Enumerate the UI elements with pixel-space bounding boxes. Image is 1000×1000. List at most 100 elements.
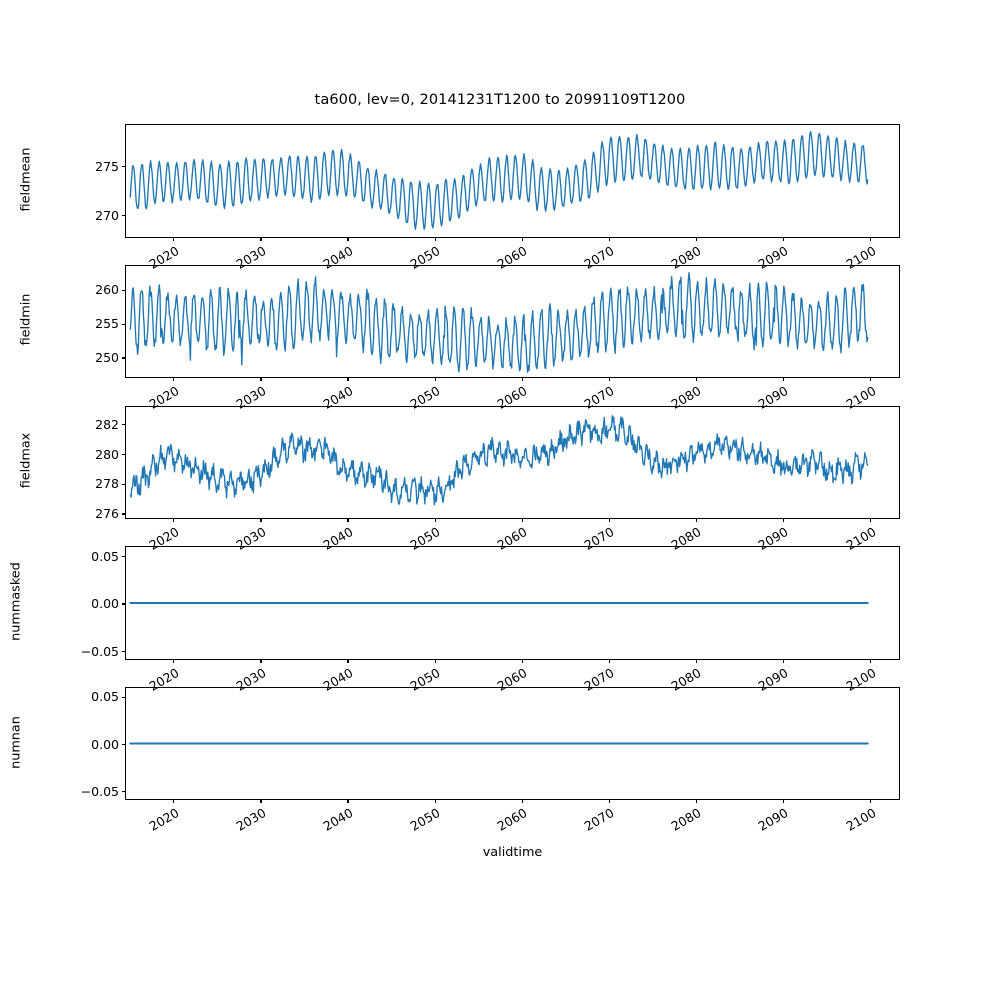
x-tick-mark (869, 659, 872, 663)
ylabel-fieldmean: fieldmean (18, 147, 34, 212)
x-tick-label: 2060 (494, 805, 530, 834)
x-tick-mark (260, 659, 262, 663)
y-tick-label: 250 (95, 350, 119, 366)
x-tick-mark (608, 377, 610, 381)
x-tick-mark (260, 518, 262, 522)
y-tick-mark (122, 483, 126, 485)
x-tick-mark (869, 377, 872, 381)
x-tick-mark (521, 237, 523, 241)
numnan-line-plot (126, 688, 899, 799)
x-tick-mark (608, 799, 610, 803)
y-tick-label: 0.05 (91, 689, 119, 705)
x-tick-mark (521, 799, 523, 803)
x-tick-label: 2070 (581, 805, 617, 834)
fieldmax-line-plot (126, 407, 899, 518)
y-tick-mark (122, 323, 126, 325)
x-tick-mark (695, 377, 697, 381)
x-tick-mark (782, 518, 785, 522)
nummasked-line-plot (126, 547, 899, 659)
fieldmean-line-plot (126, 125, 899, 237)
fieldmin-line-plot (126, 266, 899, 377)
x-tick-mark (521, 518, 523, 522)
x-tick-mark (347, 377, 349, 381)
subplot-fieldmax: 276 278 280 282 2020 2030 2040 2050 2060 2070 2080… (95, 406, 900, 553)
y-tick-label: 0.05 (91, 548, 119, 564)
x-tick-mark (173, 799, 175, 803)
y-tick-mark (122, 603, 126, 605)
x-tick-mark (782, 659, 785, 663)
y-tick-mark (122, 513, 126, 515)
y-tick-mark (122, 790, 126, 793)
x-tick-mark (608, 659, 610, 663)
ylabel-nummasked: nummasked (8, 562, 24, 641)
x-tick-mark (869, 237, 872, 241)
x-tick-mark (695, 659, 697, 663)
x-tick-mark (173, 237, 175, 241)
x-tick-mark (695, 237, 697, 241)
y-tick-mark (122, 650, 126, 653)
x-tick-mark (869, 799, 872, 803)
y-tick-label: 282 (95, 416, 119, 432)
x-tick-mark (521, 377, 523, 381)
series-fieldmean (130, 132, 867, 230)
x-tick-mark (260, 237, 262, 241)
x-tick-mark (173, 377, 175, 381)
y-tick-mark (122, 453, 126, 456)
ylabel-fieldmin: fieldmin (18, 293, 34, 346)
x-tick-label: 2020 (146, 805, 182, 834)
x-tick-label: 2080 (668, 805, 704, 834)
x-tick-mark (782, 799, 785, 803)
x-tick-mark (347, 659, 349, 663)
x-tick-mark (260, 799, 262, 803)
x-tick-mark (521, 659, 523, 663)
ylabel-fieldmax: fieldmax (18, 432, 34, 489)
x-tick-mark (347, 518, 349, 522)
y-tick-label: 0.00 (91, 736, 119, 752)
subplot-nummasked: −0.05 0.00 0.05 2020 2030 2040 2050 2060 2070 208… (81, 546, 900, 694)
x-tick-label: 2090 (755, 805, 791, 834)
figure-title: ta600, lev=0, 20141231T1200 to 20991109T… (314, 92, 686, 108)
subplot-numnan: −0.05 0.00 0.05 2020 2030 2040 2050 2060 2070 208… (81, 687, 900, 834)
x-tick-mark (173, 518, 175, 522)
x-tick-mark (695, 799, 697, 803)
ylabel-numnan: numnan (8, 716, 24, 769)
x-tick-mark (608, 237, 610, 241)
xlabel-validtime: validtime (482, 845, 543, 860)
y-tick-label: 280 (95, 446, 119, 462)
x-tick-mark (347, 237, 349, 241)
y-tick-label: 260 (95, 282, 119, 298)
series-fieldmax (130, 416, 867, 505)
y-tick-label: −0.05 (80, 783, 119, 799)
x-tick-mark (434, 659, 436, 663)
x-tick-mark (869, 518, 872, 522)
subplot-fieldmin: 250 255 260 2020 2030 2040 2050 2060 2070 2080 209… (95, 265, 900, 412)
x-tick-mark (347, 799, 349, 803)
x-tick-mark (434, 237, 436, 241)
y-tick-mark (122, 357, 126, 359)
x-tick-label: 2050 (407, 805, 443, 834)
y-tick-label: 255 (95, 316, 119, 332)
series-fieldmin (130, 273, 867, 373)
x-tick-mark (782, 377, 785, 381)
y-tick-mark (122, 743, 126, 746)
y-tick-label: 278 (95, 476, 119, 492)
y-tick-mark (122, 166, 126, 168)
x-tick-label: 2030 (233, 805, 269, 834)
x-tick-mark (608, 518, 610, 522)
y-tick-label: 276 (95, 506, 119, 522)
y-tick-label: 275 (95, 158, 119, 174)
y-tick-mark (122, 555, 126, 558)
y-tick-mark (122, 289, 126, 291)
x-tick-label: 2040 (320, 805, 356, 834)
y-tick-mark (122, 424, 126, 426)
y-tick-label: −0.05 (80, 643, 119, 659)
y-tick-label: 0.00 (91, 596, 119, 611)
y-tick-label: 270 (95, 207, 119, 223)
x-tick-mark (434, 518, 436, 522)
y-tick-mark (122, 215, 126, 217)
x-tick-label: 2100 (842, 805, 879, 834)
y-tick-mark (122, 696, 126, 698)
x-tick-mark (695, 518, 697, 522)
x-tick-mark (782, 237, 785, 241)
